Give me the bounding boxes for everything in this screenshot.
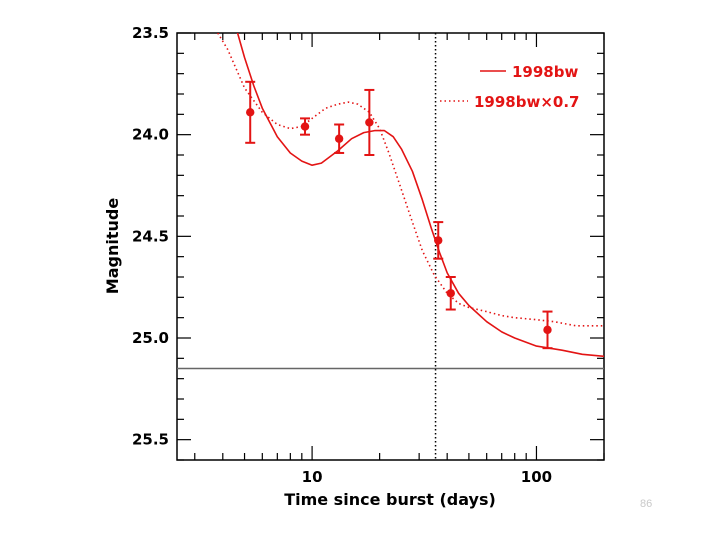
y-tick-label: 25.0 (132, 329, 169, 347)
legend-label-1998bw: 1998bw (512, 63, 578, 81)
data-point (446, 289, 455, 298)
model-curves (217, 33, 604, 358)
x-tick-label: 100 (521, 468, 552, 486)
data-point (300, 122, 310, 131)
observation-points (245, 80, 553, 350)
data-point (434, 236, 443, 245)
y-tick-label: 24.0 (132, 126, 169, 144)
tick-labels: 10 100 23.5 24.0 24.5 25.0 25.5 (132, 24, 552, 486)
data-point (334, 134, 344, 143)
reference-lines (177, 33, 604, 460)
y-axis-title: Magnitude (103, 198, 122, 295)
data-point (365, 118, 374, 127)
x-axis-title: Time since burst (days) (284, 490, 496, 509)
x-tick-label: 10 (302, 468, 323, 486)
y-tick-label: 23.5 (132, 24, 169, 42)
y-tick-label: 24.5 (132, 227, 169, 245)
curve-1998bw (236, 33, 604, 358)
data-point (246, 108, 255, 117)
legend: 1998bw 1998bw×0.7 (440, 63, 579, 111)
data-point (543, 325, 552, 335)
plot-frame (176, 32, 605, 461)
legend-label-1998bw-scaled: 1998bw×0.7 (474, 93, 579, 111)
axis-ticks (177, 32, 605, 461)
slide-number: 86 (640, 498, 653, 510)
y-tick-label: 25.5 (132, 431, 169, 449)
